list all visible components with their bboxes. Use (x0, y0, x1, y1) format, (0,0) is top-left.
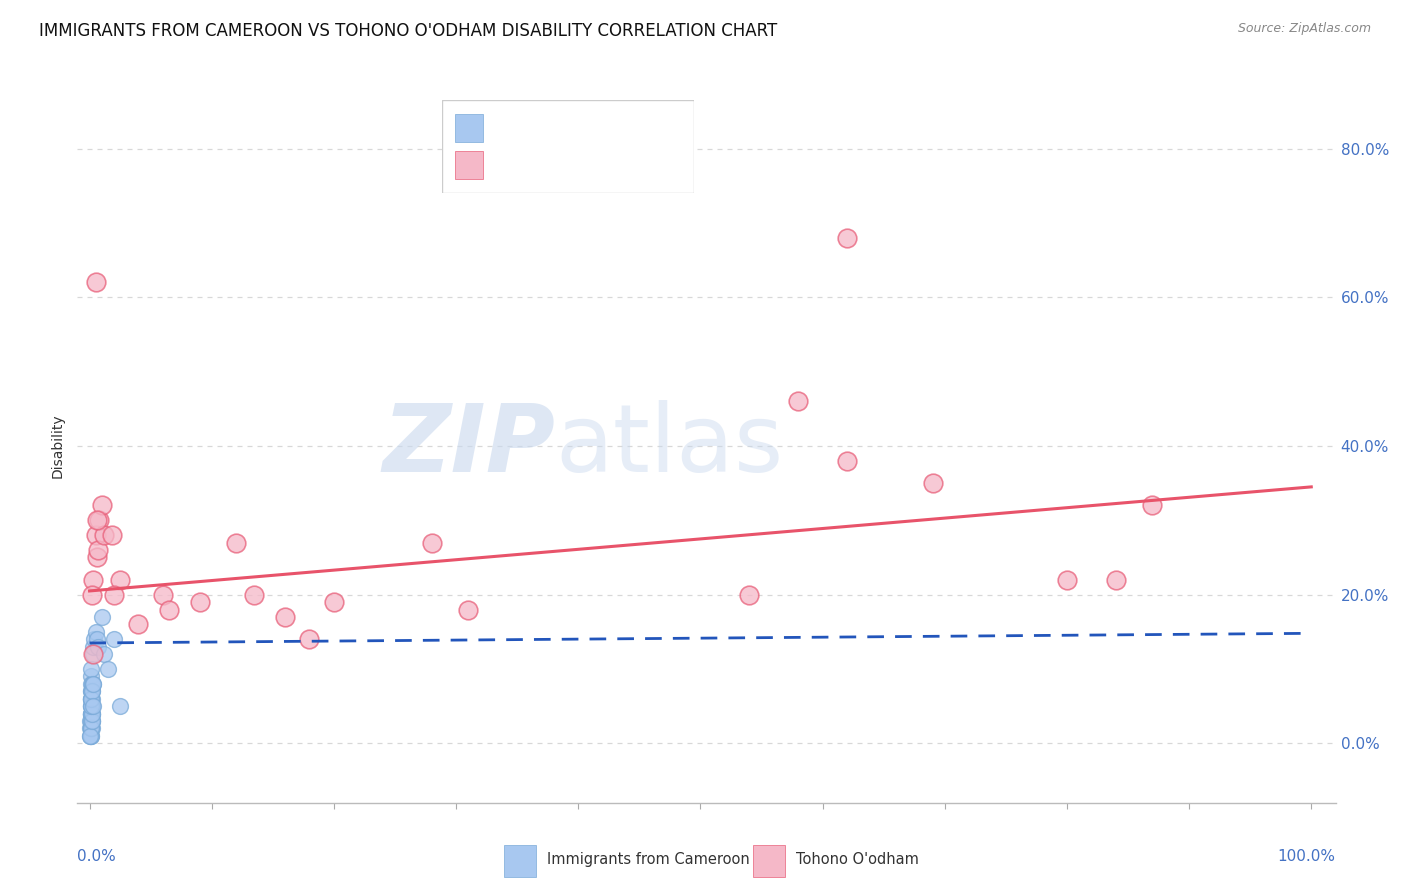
Point (80, 706, 103, 721)
Point (80, 691, 103, 706)
Point (80, 588, 103, 602)
Point (80, 684, 103, 698)
Point (79, 729, 101, 743)
Point (127, 617, 149, 632)
Point (80, 699, 103, 714)
Point (274, 610, 297, 624)
Point (84, 624, 107, 639)
Point (80, 714, 103, 728)
Point (80, 699, 103, 714)
Point (80, 714, 103, 728)
Point (82, 573, 104, 587)
Point (80, 691, 103, 706)
Point (80, 729, 103, 743)
Point (89, 513, 111, 527)
Point (80, 662, 103, 676)
Point (79, 691, 101, 706)
Point (457, 602, 479, 616)
Point (80, 699, 103, 714)
Point (86, 550, 108, 565)
Text: ZIP: ZIP (382, 400, 555, 492)
Point (80, 669, 103, 683)
Text: 0.0%: 0.0% (77, 849, 117, 864)
Point (322, 595, 344, 609)
Point (84, 528, 107, 542)
Point (82, 647, 104, 661)
Point (80, 677, 103, 691)
Point (921, 476, 943, 491)
Point (80, 706, 103, 721)
Text: Source: ZipAtlas.com: Source: ZipAtlas.com (1237, 22, 1371, 36)
Point (152, 588, 174, 602)
Point (82, 699, 104, 714)
Point (86, 513, 108, 527)
Point (82, 677, 104, 691)
Point (90, 499, 112, 513)
Point (80, 699, 103, 714)
Point (93, 528, 115, 542)
Point (835, 231, 858, 245)
Point (80, 706, 103, 721)
Point (80, 722, 103, 736)
Point (87, 640, 110, 654)
Point (97, 662, 120, 676)
Point (80, 729, 103, 743)
Point (79, 722, 101, 736)
Point (80, 684, 103, 698)
Point (188, 595, 211, 609)
Point (108, 699, 131, 714)
Point (80, 684, 103, 698)
Point (103, 588, 125, 602)
Point (79, 722, 101, 736)
Point (108, 573, 131, 587)
Point (86, 632, 108, 647)
Y-axis label: Disability: Disability (51, 414, 65, 478)
Point (835, 454, 858, 468)
Point (79, 691, 101, 706)
Point (80, 722, 103, 736)
Point (80, 677, 103, 691)
Point (79, 714, 101, 728)
Point (103, 632, 125, 647)
Point (93, 647, 115, 661)
Point (84, 276, 107, 290)
Point (90, 610, 112, 624)
Point (100, 528, 122, 542)
Point (80, 714, 103, 728)
Point (80, 714, 103, 728)
Point (80, 714, 103, 728)
Point (79, 722, 101, 736)
Point (79, 699, 101, 714)
Point (80, 706, 103, 721)
Point (1105, 573, 1128, 587)
Text: atlas: atlas (555, 400, 783, 492)
Text: IMMIGRANTS FROM CAMEROON VS TOHONO O'ODHAM DISABILITY CORRELATION CHART: IMMIGRANTS FROM CAMEROON VS TOHONO O'ODH… (39, 22, 778, 40)
Point (1142, 499, 1164, 513)
Point (87, 543, 110, 558)
Point (80, 706, 103, 721)
Point (79, 706, 101, 721)
Text: 100.0%: 100.0% (1278, 849, 1336, 864)
Point (80, 699, 103, 714)
Point (1056, 573, 1078, 587)
Point (82, 677, 104, 691)
Point (225, 535, 247, 549)
Point (298, 632, 321, 647)
Point (420, 535, 443, 549)
Point (80, 691, 103, 706)
Point (80, 677, 103, 691)
Point (82, 640, 104, 654)
Point (82, 647, 104, 661)
Point (80, 706, 103, 721)
Point (80, 684, 103, 698)
Point (83, 632, 105, 647)
Point (79, 729, 101, 743)
Point (80, 722, 103, 736)
Point (738, 588, 761, 602)
Point (787, 394, 810, 409)
Point (243, 588, 266, 602)
Point (157, 602, 180, 616)
